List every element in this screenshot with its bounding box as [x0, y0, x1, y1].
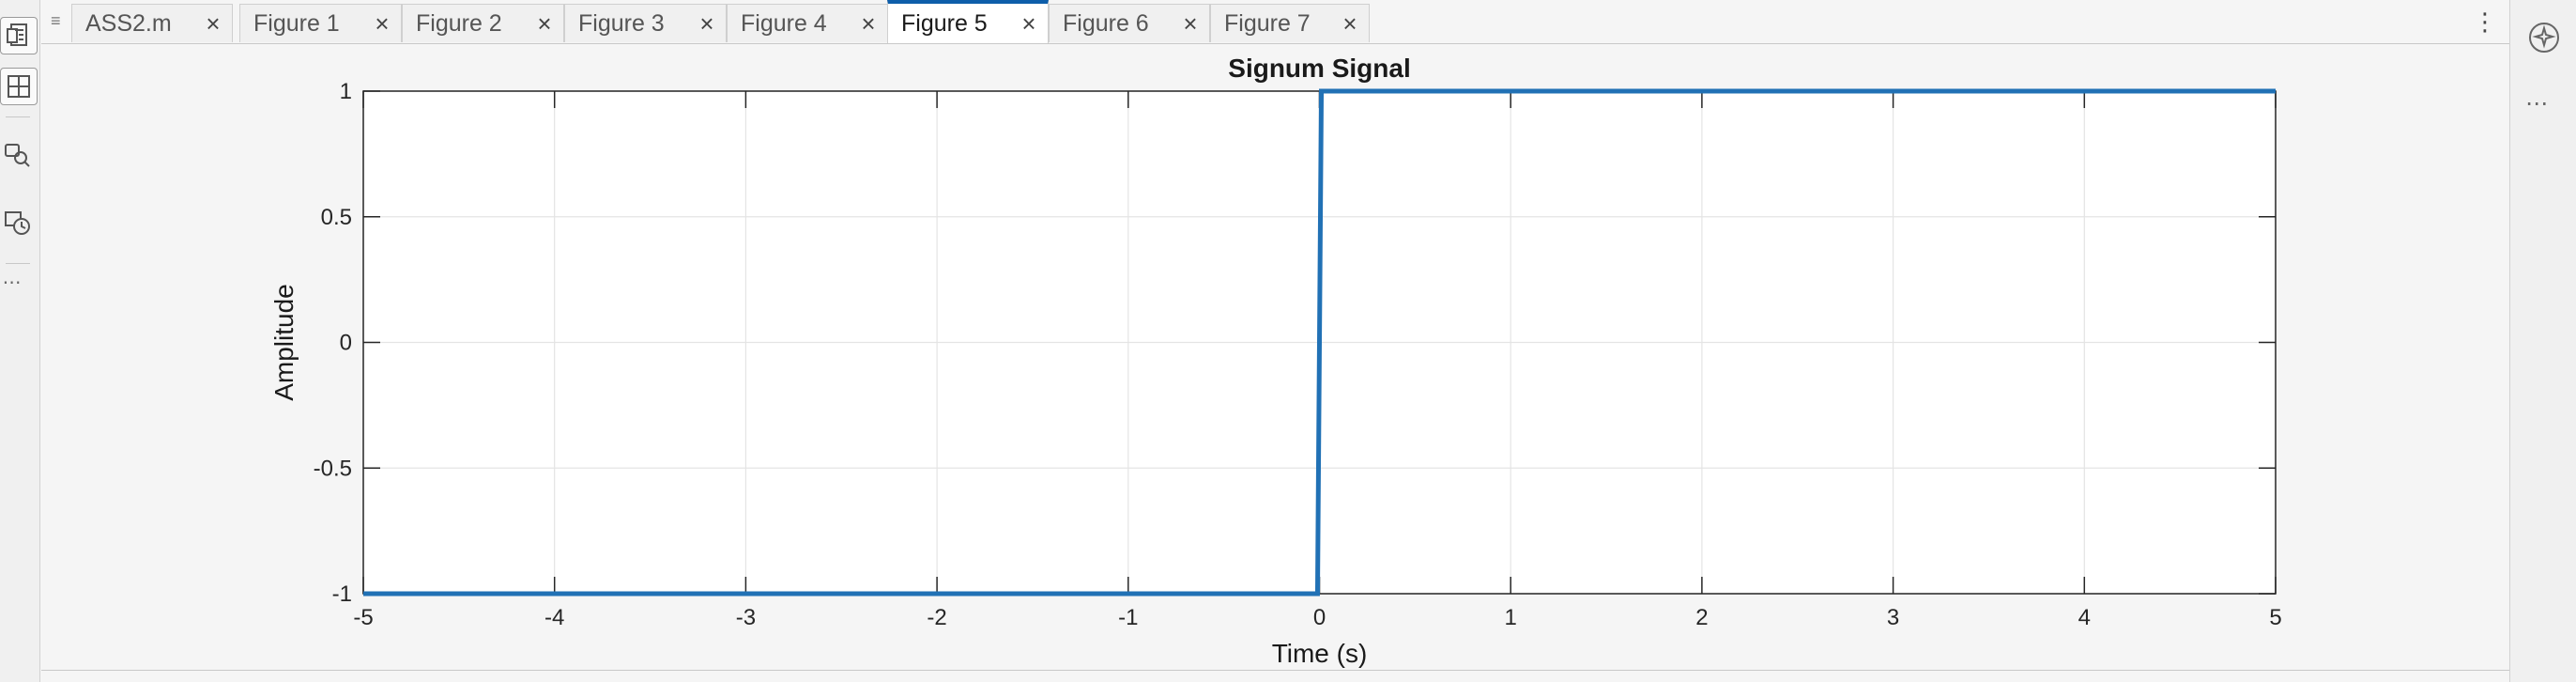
- close-icon[interactable]: ×: [375, 8, 390, 38]
- history-clock-icon[interactable]: [0, 205, 36, 240]
- tab-figure-4[interactable]: Figure 4 ×: [727, 4, 888, 42]
- signum-chart[interactable]: -5 -4 -3 -2 -1 0 1 2 3 4 5 -1 -0.5 0 0.5 1 Signum Signa…: [41, 44, 2510, 670]
- tab-label: Figure 7: [1224, 9, 1311, 37]
- left-tool-strip: ⋯: [0, 0, 40, 682]
- tab-figure-7[interactable]: Figure 7 ×: [1210, 4, 1370, 42]
- tab-figure-1[interactable]: Figure 1 ×: [239, 4, 402, 42]
- x-tick-label: -1: [1118, 605, 1138, 630]
- signum-series-line: [363, 88, 2276, 597]
- x-tick-label: 0: [1313, 605, 1326, 630]
- more-options-icon[interactable]: ⋯: [2, 272, 23, 293]
- x-tick-label: 5: [2269, 605, 2281, 630]
- right-tool-strip: ⋯: [2509, 0, 2576, 682]
- strip-separator: [6, 116, 30, 117]
- tab-menu-icon[interactable]: ≡: [51, 11, 61, 30]
- tab-label: Figure 3: [578, 9, 665, 37]
- chart-title: Signum Signal: [1228, 54, 1410, 83]
- more-options-icon[interactable]: ⋯: [2525, 91, 2548, 116]
- x-tick-label: -5: [353, 605, 373, 630]
- close-icon[interactable]: ×: [537, 8, 552, 38]
- search-chat-icon[interactable]: [0, 137, 36, 173]
- close-icon[interactable]: ×: [861, 8, 876, 38]
- figure-tab-bar: ≡ ASS2.m × Figure 1 × Figure 2 × Figure 3 × Figu…: [41, 0, 2510, 44]
- tab-overflow-menu-icon[interactable]: ⋮: [2473, 8, 2497, 36]
- y-tick-label: -0.5: [314, 456, 352, 481]
- close-icon[interactable]: ×: [1183, 8, 1198, 38]
- x-tick-label: 3: [1887, 605, 1899, 630]
- x-tick-label: -2: [927, 605, 946, 630]
- tab-label: Figure 6: [1063, 9, 1149, 37]
- copilot-icon[interactable]: [2527, 21, 2561, 59]
- x-tick-label: -3: [736, 605, 756, 630]
- close-icon[interactable]: ×: [699, 8, 714, 38]
- tab-figure-3[interactable]: Figure 3 ×: [564, 4, 727, 42]
- close-icon[interactable]: ×: [1342, 8, 1357, 38]
- strip-separator: [6, 263, 30, 264]
- x-axis-label: Time (s): [1272, 639, 1368, 668]
- layout-grid-icon[interactable]: [0, 68, 38, 105]
- tab-label: Figure 1: [253, 9, 340, 37]
- y-tick-label: -1: [332, 581, 352, 607]
- figure-window: -5 -4 -3 -2 -1 0 1 2 3 4 5 -1 -0.5 0 0.5 1 Signum Signa…: [41, 44, 2510, 670]
- y-tick-label: 1: [340, 79, 352, 104]
- tab-label: ASS2.m: [85, 9, 172, 37]
- tab-label: Figure 4: [741, 9, 827, 37]
- editor-file-icon[interactable]: [0, 17, 38, 54]
- x-tick-label: -4: [544, 605, 564, 630]
- y-tick-label: 0.5: [321, 205, 352, 230]
- close-icon[interactable]: ×: [1021, 8, 1036, 38]
- tab-label: Figure 5: [901, 9, 988, 37]
- tab-figure-6[interactable]: Figure 6 ×: [1049, 4, 1210, 42]
- tab-label: Figure 2: [416, 9, 502, 37]
- x-tick-label: 4: [2078, 605, 2091, 630]
- x-tick-label: 1: [1505, 605, 1517, 630]
- figure-bottom-border: [41, 670, 2510, 671]
- x-tick-label: 2: [1695, 605, 1708, 630]
- y-axis-label: Amplitude: [269, 284, 299, 401]
- y-tick-label: 0: [340, 331, 352, 356]
- tab-figure-5[interactable]: Figure 5 ×: [887, 0, 1049, 43]
- close-icon[interactable]: ×: [206, 8, 221, 38]
- tab-figure-2[interactable]: Figure 2 ×: [402, 4, 564, 42]
- tab-ass2-m[interactable]: ASS2.m ×: [71, 4, 233, 42]
